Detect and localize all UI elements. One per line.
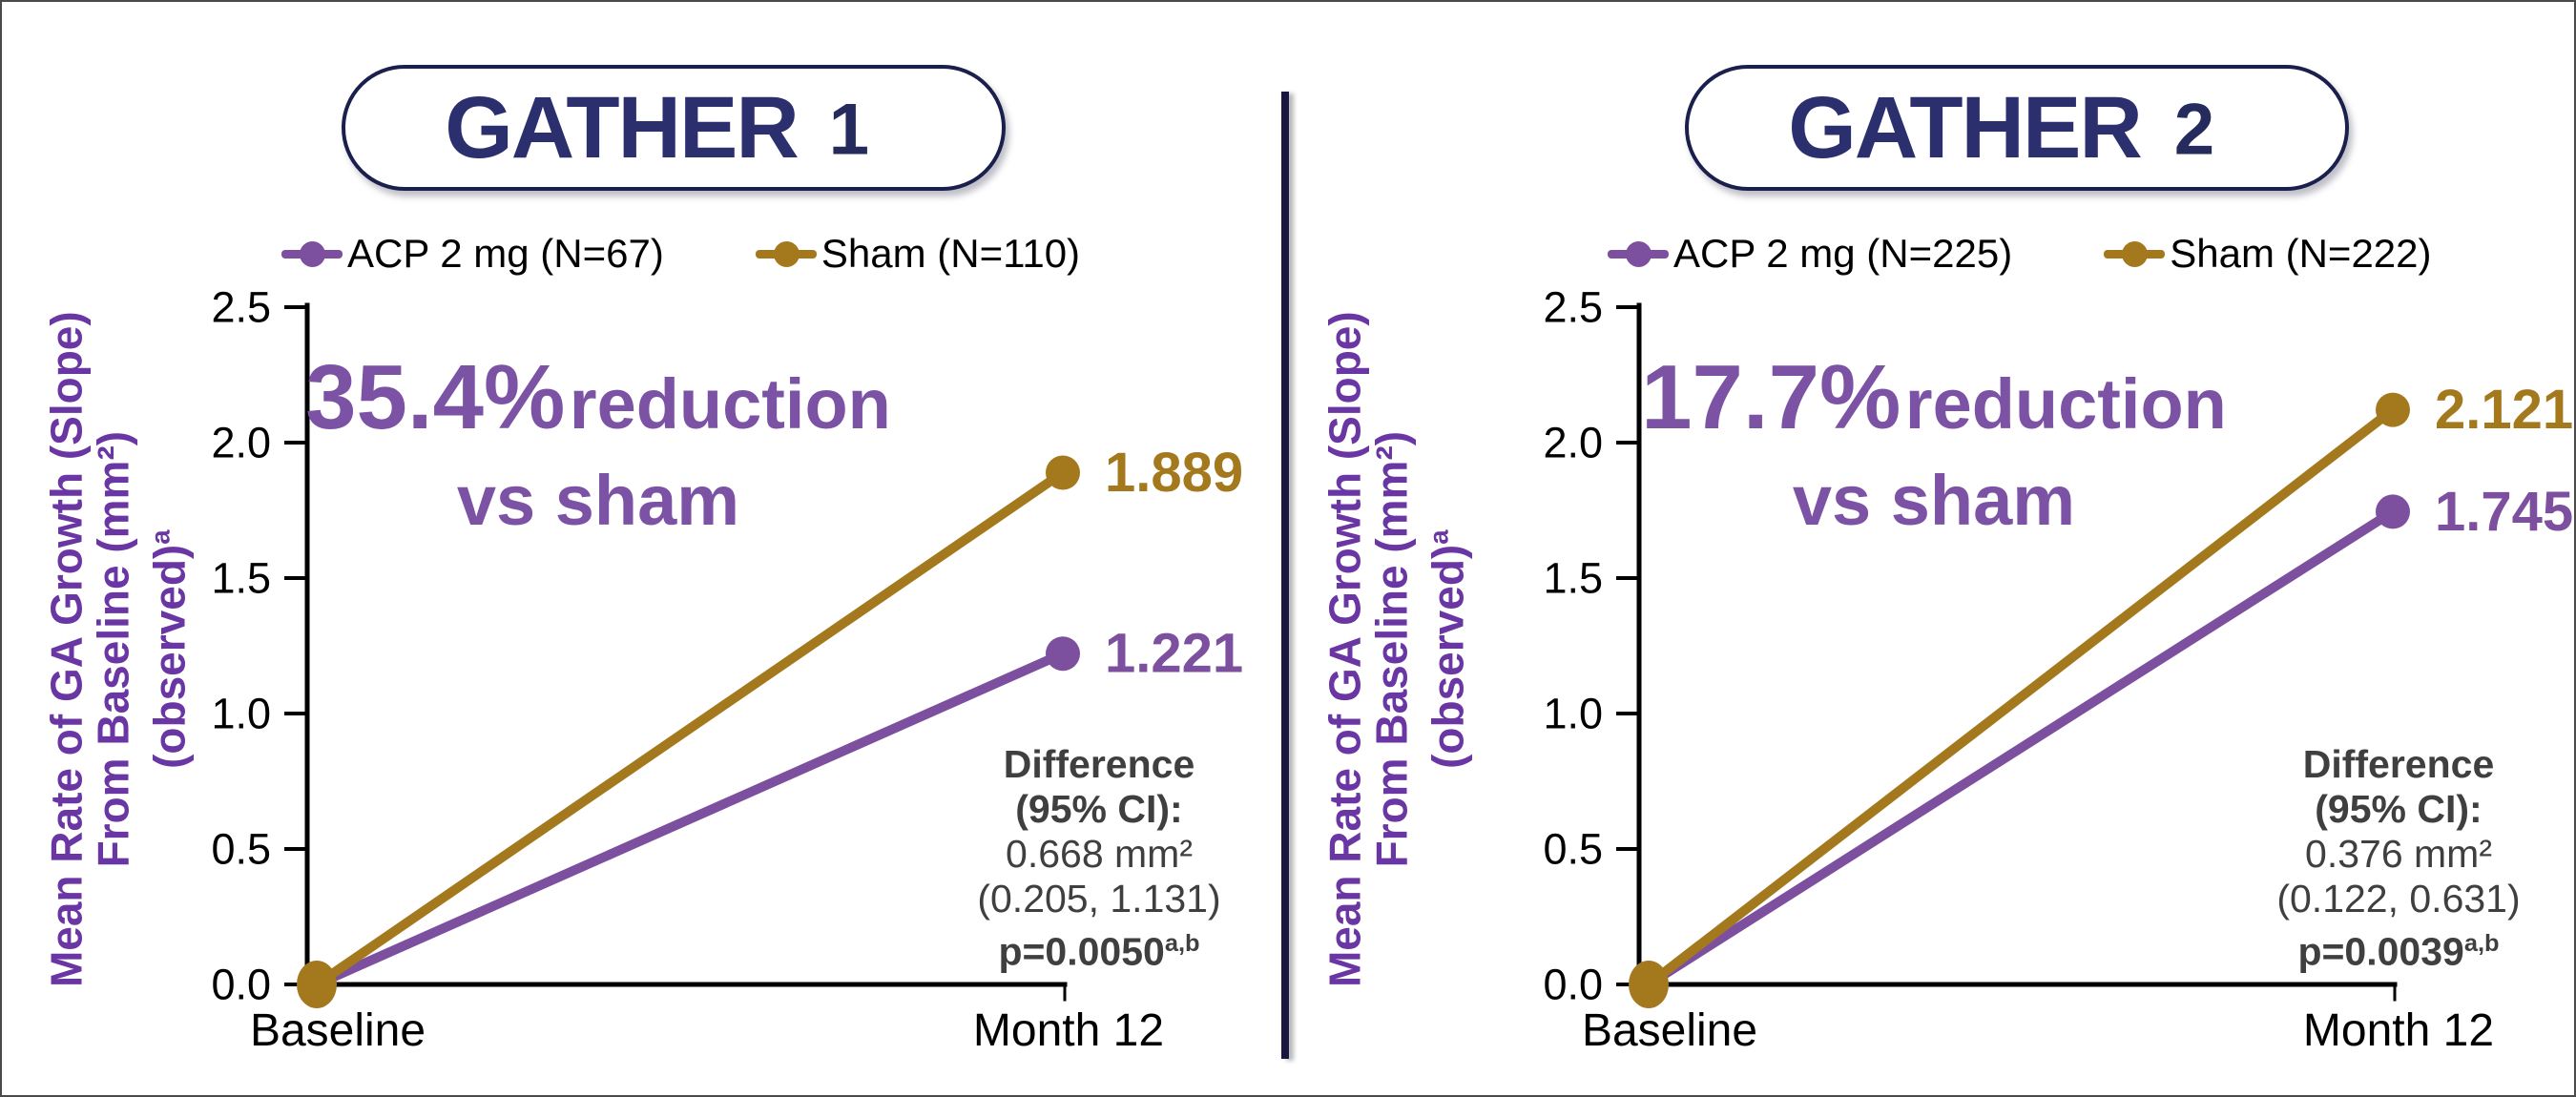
y-tick-label: 2.0: [211, 419, 271, 467]
y-tick-label: 2.5: [1543, 283, 1603, 332]
y-tick-label: 1.5: [1543, 554, 1603, 603]
series-endpoint-0: [1046, 636, 1080, 672]
y-tick-label: 1.0: [1543, 690, 1603, 738]
x-label-month12: Month 12: [2303, 1005, 2494, 1056]
series-endpoint-1: [1046, 455, 1080, 490]
series-line-0: [1644, 507, 2398, 989]
y-tick-label: 2.0: [1543, 419, 1603, 467]
x-label-baseline: Baseline: [1582, 1005, 1757, 1056]
data-label-0: 1.745: [2435, 481, 2573, 543]
data-label-1: 1.889: [1105, 442, 1243, 504]
panel-divider: [1281, 92, 1289, 1059]
series-endpoint-0: [2376, 494, 2410, 529]
x-label-baseline: Baseline: [250, 1005, 426, 1056]
series-line-1: [1644, 404, 2398, 989]
y-tick-label: 1.0: [211, 690, 271, 738]
y-tick-label: 0.0: [1543, 961, 1603, 1009]
series-line-0: [312, 649, 1068, 989]
y-tick-label: 2.5: [211, 283, 271, 332]
y-tick-label: 1.5: [211, 554, 271, 603]
series-line-1: [312, 467, 1068, 989]
origin-point: [1629, 961, 1669, 1008]
origin-point: [297, 961, 337, 1008]
y-tick-label: 0.5: [1543, 825, 1603, 874]
series-endpoint-1: [2376, 392, 2410, 427]
data-label-1: 2.121: [2435, 379, 2573, 441]
y-tick-label: 0.5: [211, 825, 271, 874]
data-label-0: 1.221: [1105, 623, 1243, 685]
x-label-month12: Month 12: [973, 1005, 1164, 1056]
y-tick-label: 0.0: [211, 961, 271, 1009]
